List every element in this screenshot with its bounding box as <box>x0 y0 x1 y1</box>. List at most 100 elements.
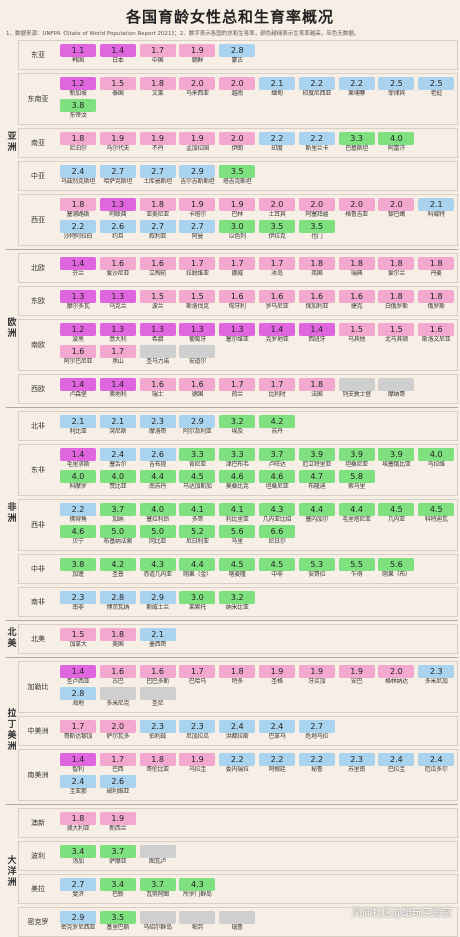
tfr-value: 2.3 <box>179 720 216 733</box>
region-label: 中非 <box>31 565 45 573</box>
country-cell: 4.5 几内亚 <box>378 503 415 524</box>
tfr-value: 1.8 <box>139 198 176 211</box>
country-name: 土库曼斯坦 <box>143 178 172 185</box>
country-name: 卢旺达 <box>268 461 286 468</box>
continent-label: 亚洲 <box>7 132 17 153</box>
country-name: 白俄罗斯 <box>384 303 408 310</box>
region-label: 北非 <box>31 422 45 430</box>
tfr-value: 4.5 <box>418 503 455 516</box>
country-cell: 4.3 赤道几内亚 <box>139 558 176 579</box>
country-name: 肯尼亚 <box>188 461 206 468</box>
country-name: 马来西亚 <box>185 90 209 97</box>
tfr-value: 3.0 <box>179 591 216 604</box>
country-name: 巴林 <box>231 211 243 218</box>
country-cell: 4.6 莫桑比克 <box>219 470 256 491</box>
country-name: 伊拉克 <box>268 233 286 240</box>
country-name: 牙买加 <box>308 678 326 685</box>
tfr-value: 6.6 <box>259 525 295 538</box>
tfr-value: 2.0 <box>99 720 136 733</box>
country-name: 古巴 <box>112 678 124 685</box>
tfr-value: 3.5 <box>99 911 136 924</box>
tfr-value: 1.9 <box>338 665 375 678</box>
tfr-value: 2.3 <box>139 415 176 428</box>
tfr-value: 1.4 <box>298 323 335 336</box>
tfr-value: 2.3 <box>60 591 96 604</box>
country-name: 土耳其 <box>268 211 286 218</box>
country-name: 斯里兰卡 <box>305 145 329 152</box>
country-name: 丹麦 <box>430 270 442 277</box>
country-name: 冰岛 <box>271 270 283 277</box>
country-cell: 4.4 刚果（金） <box>179 558 216 579</box>
tfr-value <box>338 378 375 391</box>
tfr-value: 1.5 <box>99 77 136 90</box>
country-cell: 1.8 丹麦 <box>418 257 455 278</box>
country-cell: 2.2 斯里兰卡 <box>298 132 335 153</box>
country-name: 吉布提 <box>149 461 167 468</box>
country-cell: 5.3 安哥拉 <box>298 558 335 579</box>
tfr-value <box>378 378 415 391</box>
tfr-value: 1.8 <box>139 77 176 90</box>
country-name: 格鲁吉亚 <box>345 211 368 218</box>
tfr-value: 2.1 <box>139 628 176 641</box>
chart-note: 1、数据来源：UNFPA《State of World Population R… <box>6 31 360 37</box>
country-cell: 4.6 坦桑尼亚 <box>259 470 295 491</box>
country-cell: 1.3 葡萄牙 <box>179 323 216 344</box>
country-cell: 3.9 埃塞俄比亚 <box>378 448 415 469</box>
chart-title: 各国育龄女性总和生育率概况 <box>125 8 334 26</box>
credit-watermark: 凤闻社区@酷玩实验室 <box>352 908 452 919</box>
tfr-value: 2.6 <box>99 220 136 233</box>
country-cell: 2.0 土耳其 <box>259 198 295 219</box>
country-cell: 3.3 肯尼亚 <box>179 448 216 469</box>
tfr-value: 1.4 <box>60 665 96 678</box>
country-name: 安哥拉 <box>308 571 326 578</box>
country-cell: 2.3 摩洛哥 <box>139 415 176 436</box>
region-label: 北美 <box>31 635 45 643</box>
tfr-value: 1.8 <box>139 753 176 766</box>
tfr-value: 2.7 <box>139 165 176 178</box>
country-name: 阿塞拜疆 <box>305 211 329 218</box>
country-cell: 1.9 马尔代夫 <box>99 132 136 153</box>
country-name: 西班牙 <box>308 336 326 343</box>
country-cell: 6.6 尼日尔 <box>259 525 295 546</box>
region-block <box>18 716 458 746</box>
country-cell: 1.3 意大利 <box>99 323 136 344</box>
tfr-value: 3.7 <box>139 878 176 891</box>
country-name: 斐济 <box>72 891 84 898</box>
country-cell: 1.5 北马其顿 <box>378 323 415 344</box>
country-name: 图瓦卢 <box>149 858 167 865</box>
country-cell: 4.2 圣普 <box>99 558 136 579</box>
region-block <box>18 874 458 904</box>
country-cell: 3.9 坦桑尼亚 <box>338 448 375 469</box>
country-name: 捷克 <box>350 303 363 310</box>
tfr-value: 1.7 <box>139 44 176 57</box>
country-name: 波黑 <box>72 336 84 343</box>
country-cell: 2.4 巴拿马 <box>259 720 295 741</box>
country-cell: 4.0 阿富汗 <box>378 132 415 153</box>
country-cell: 2.9 斯威士兰 <box>139 591 176 612</box>
country-cell: 2.0 萨尔瓦多 <box>99 720 136 741</box>
country-name: 日本 <box>112 57 124 64</box>
country-cell: 1.7 巴哈马 <box>179 665 216 686</box>
country-name: 伯利兹 <box>149 733 167 740</box>
country-cell: 5.5 乍得 <box>338 558 375 579</box>
country-name: 秘鲁 <box>311 766 323 773</box>
country-name: 克罗地亚 <box>265 336 289 343</box>
country-cell: 1.4 圣卢西亚 <box>60 665 96 686</box>
country-cell: 4.4 毛里塔尼亚 <box>338 503 375 524</box>
country-cell: 2.9 阿尔及利亚 <box>179 415 216 436</box>
country-cell: 1.8 瑞典 <box>338 257 375 278</box>
tfr-value: 1.6 <box>338 290 375 303</box>
tfr-value: 2.3 <box>139 720 176 733</box>
tfr-value: 5.6 <box>378 558 415 571</box>
country-name: 利比里亚 <box>225 516 249 523</box>
tfr-value: 4.1 <box>179 503 216 516</box>
tfr-value: 3.9 <box>298 448 335 461</box>
country-name: 约旦 <box>112 233 124 240</box>
tfr-value: 1.6 <box>139 257 176 270</box>
country-name: 瑞典 <box>350 270 363 277</box>
country-name: 菲律宾 <box>387 90 405 97</box>
country-cell: 2.9 吉尔吉斯斯坦 <box>179 165 216 186</box>
country-cell: 1.3 希腊 <box>139 323 176 344</box>
country-cell: 3.7 瓦努阿图 <box>139 878 176 899</box>
country-cell: 1.6 爱沙尼亚 <box>99 257 136 278</box>
